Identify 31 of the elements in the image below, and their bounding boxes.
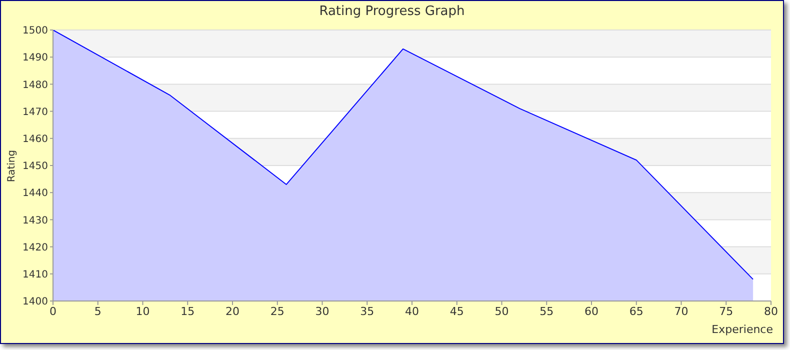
- y-tick-label: 1410: [22, 269, 48, 280]
- x-tick-label: 55: [540, 304, 554, 318]
- x-tick-label: 25: [270, 304, 284, 318]
- x-tick-label: 35: [360, 304, 374, 318]
- x-tick-label: 40: [405, 304, 419, 318]
- x-tick-label: 70: [674, 304, 688, 318]
- x-tick-label: 30: [315, 304, 330, 318]
- y-tick-label: 1400: [22, 296, 48, 308]
- x-tick-label: 0: [50, 304, 56, 318]
- x-axis-title: Experience: [712, 323, 773, 336]
- x-tick-label: 80: [764, 304, 778, 318]
- chart-title: Rating Progress Graph: [318, 4, 466, 19]
- y-tick-label: 1430: [22, 215, 48, 226]
- y-axis-title: Rating: [6, 150, 18, 182]
- x-tick-label: 10: [136, 304, 150, 318]
- x-tick-label: 5: [94, 304, 102, 318]
- x-tick-label: 15: [180, 304, 195, 318]
- y-tick-label: 1460: [22, 134, 48, 145]
- y-tick-label: 1500: [22, 26, 48, 37]
- x-tick-label: 60: [584, 304, 598, 318]
- x-tick-label: 50: [494, 304, 509, 318]
- y-tick-label: 1490: [22, 52, 48, 64]
- y-tick-label: 1470: [22, 106, 48, 118]
- y-tick-label: 1440: [22, 188, 48, 200]
- y-tick-label: 1420: [22, 242, 48, 254]
- x-tick-label: 65: [629, 304, 644, 318]
- x-tick-label: 45: [450, 304, 464, 318]
- y-tick-label: 1450: [22, 161, 48, 172]
- y-tick-label: 1480: [22, 80, 48, 91]
- x-tick-label: 75: [719, 304, 734, 318]
- x-tick-label: 20: [226, 304, 240, 318]
